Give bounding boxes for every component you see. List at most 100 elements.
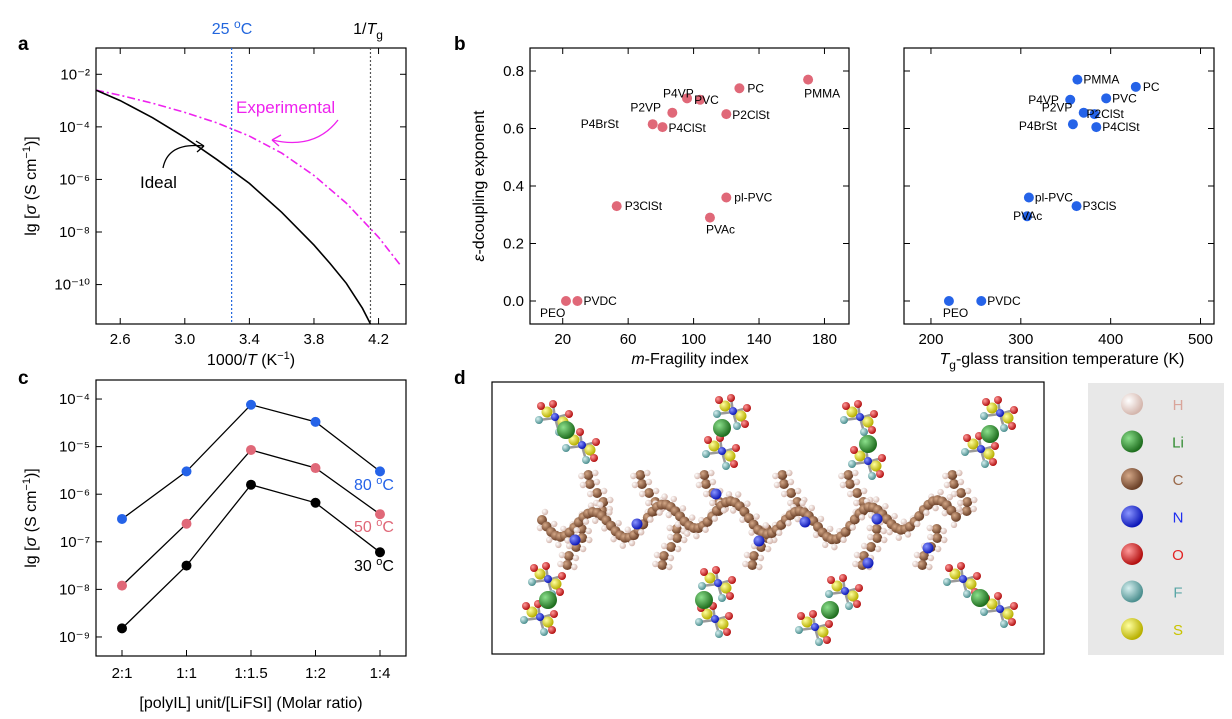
data-point-PC (1130, 81, 1141, 92)
x-tick-label-b: 200 (918, 331, 943, 348)
atom-H (684, 530, 691, 537)
atom-O (957, 562, 965, 570)
atom-S (701, 608, 713, 620)
data-point-c (117, 623, 127, 634)
atom-H (735, 491, 742, 498)
atom-H (891, 512, 898, 520)
atom-S (1002, 608, 1014, 620)
atom-H (957, 478, 965, 486)
atom-F (535, 416, 543, 424)
x-tick-label-b: 180 (812, 331, 837, 348)
atom-S (717, 618, 729, 630)
data-point-P2ClSt (721, 109, 732, 120)
atom-O (537, 402, 545, 410)
x-tick-label-a: 3.0 (174, 331, 195, 348)
atom-H (932, 504, 939, 512)
point-label-PVC: PVC (1112, 91, 1137, 105)
atom-H (860, 542, 868, 550)
panel-b: b 20 60 100 140 180 0.0 0.2 0.4 0.6 0.8 200 300 400… (454, 34, 1215, 372)
atom-F (713, 410, 721, 418)
y-tick-label-a: 10⁻⁶ (59, 171, 90, 188)
vlines-a (231, 48, 372, 324)
legend-label-H: H (1173, 397, 1184, 414)
atom-O (994, 396, 1002, 404)
atom-H (586, 536, 593, 544)
atom-H (742, 560, 749, 568)
atom-H (601, 525, 608, 532)
atom-H (709, 499, 716, 507)
atom-H (860, 487, 868, 495)
atom-H (638, 490, 646, 498)
atom-H (558, 551, 566, 559)
atom-H (656, 509, 663, 516)
x-tick-label-c: 2:1 (112, 665, 133, 682)
vline-label-Tg: 1/Tg (353, 21, 383, 42)
data-point-c (310, 463, 321, 474)
data-point-P4VP (682, 93, 693, 104)
atom-H (940, 527, 947, 535)
point-label-P4VP: P4VP (663, 86, 694, 100)
atom-H (904, 531, 912, 538)
atom-C (951, 511, 961, 522)
atom-H (912, 560, 919, 568)
atom-F (733, 422, 741, 430)
data-point-c (117, 580, 127, 591)
atom-H (937, 488, 944, 496)
atom-F (848, 460, 856, 468)
atom-C (563, 551, 574, 561)
series-line-a (95, 89, 402, 267)
atom-C (843, 470, 854, 480)
atom-H (619, 542, 626, 549)
atom-H (578, 472, 585, 480)
atom-C (657, 560, 668, 570)
atom-S (986, 598, 998, 610)
atom-Li (695, 591, 713, 609)
x-tick-label-b: 300 (1008, 331, 1033, 348)
point-label-P4ClSt: P4ClSt (1102, 120, 1140, 134)
point-label-pl-PVC: pl-PVC (1035, 191, 1073, 205)
y-tick-label-b: 0.2 (503, 236, 524, 253)
atom-O (549, 400, 557, 408)
atom-H (674, 545, 682, 553)
atom-O (850, 446, 858, 454)
atom-H (874, 545, 882, 553)
atom-Li (971, 589, 989, 607)
atom-O (522, 602, 530, 610)
x-tick-label-c: 1:1.5 (234, 665, 267, 682)
atom-H (536, 524, 544, 532)
atom-O (991, 442, 999, 450)
point-label-P3ClSt: P3ClSt (625, 199, 663, 213)
atom-S (967, 438, 979, 450)
atom-H (849, 524, 856, 531)
atom-H (694, 472, 701, 480)
data-point-c (117, 513, 127, 524)
point-label-P4VP: P4VP (1028, 93, 1059, 107)
atom-H (709, 478, 717, 486)
atom-H (645, 478, 653, 486)
atom-C (844, 479, 855, 489)
atom-O (1010, 602, 1018, 610)
x-tick-label-b: 400 (1098, 331, 1123, 348)
atom-H (645, 499, 652, 507)
atom-C (748, 551, 759, 561)
atom-H (730, 507, 737, 514)
x-tick-label-a: 4.2 (368, 331, 389, 348)
atom-S (846, 406, 858, 418)
atom-H (808, 504, 815, 512)
data-point-PVDC (572, 296, 583, 306)
atom-O (853, 600, 861, 608)
atom-H (934, 545, 942, 553)
atom-H (955, 505, 963, 513)
atom-H (615, 519, 622, 527)
atom-O (723, 628, 731, 636)
atom-C (636, 479, 647, 489)
atom-O (743, 404, 751, 412)
y-tick-label-b: 0.0 (503, 293, 524, 310)
atom-H (812, 531, 820, 539)
atom-H (886, 528, 893, 536)
atom-F (961, 448, 969, 456)
legend-label-F: F (1173, 585, 1182, 602)
atom-F (795, 626, 803, 634)
atom-H (942, 472, 949, 480)
